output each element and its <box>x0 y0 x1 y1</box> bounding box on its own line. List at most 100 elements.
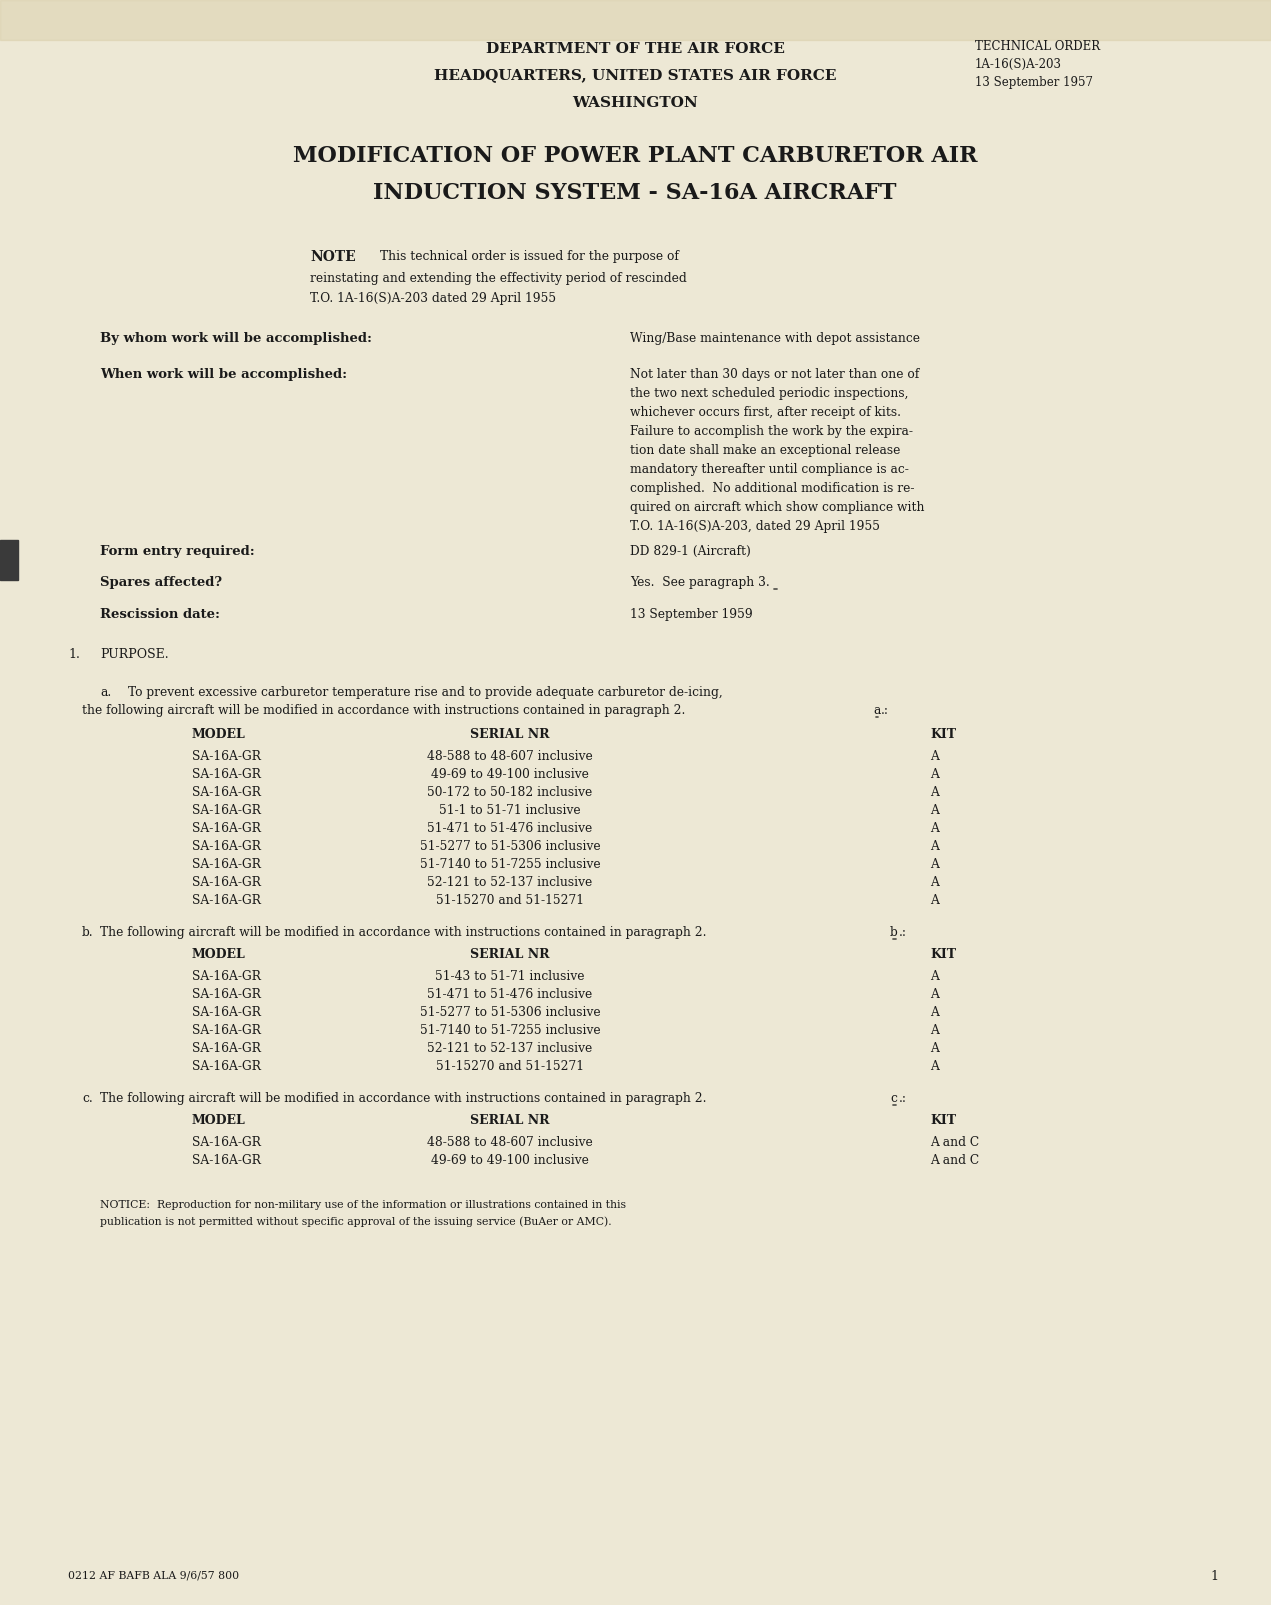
Text: SA-16A-GR: SA-16A-GR <box>192 1136 261 1149</box>
Text: HEADQUARTERS, UNITED STATES AIR FORCE: HEADQUARTERS, UNITED STATES AIR FORCE <box>433 67 836 82</box>
Text: 51-15270 and 51-15271: 51-15270 and 51-15271 <box>436 894 583 907</box>
Text: Form entry required:: Form entry required: <box>100 546 254 559</box>
Text: TECHNICAL ORDER: TECHNICAL ORDER <box>975 40 1101 53</box>
Text: This technical order is issued for the purpose of: This technical order is issued for the p… <box>380 250 679 263</box>
Text: 48-588 to 48-607 inclusive: 48-588 to 48-607 inclusive <box>427 1136 592 1149</box>
Text: T.O. 1A-16(S)A-203 dated 29 April 1955: T.O. 1A-16(S)A-203 dated 29 April 1955 <box>310 292 557 305</box>
Text: SA-16A-GR: SA-16A-GR <box>192 1006 261 1019</box>
Text: SA-16A-GR: SA-16A-GR <box>192 969 261 982</box>
Text: INDUCTION SYSTEM - SA-16A AIRCRAFT: INDUCTION SYSTEM - SA-16A AIRCRAFT <box>374 181 897 204</box>
Text: When work will be accomplished:: When work will be accomplished: <box>100 368 347 380</box>
Text: MODIFICATION OF POWER PLANT CARBURETOR AIR: MODIFICATION OF POWER PLANT CARBURETOR A… <box>292 144 977 167</box>
Text: 51-43 to 51-71 inclusive: 51-43 to 51-71 inclusive <box>435 969 585 982</box>
Text: c: c <box>890 1091 897 1104</box>
Text: SA-16A-GR: SA-16A-GR <box>192 786 261 799</box>
Text: 51-5277 to 51-5306 inclusive: 51-5277 to 51-5306 inclusive <box>419 1006 600 1019</box>
Text: WASHINGTON: WASHINGTON <box>572 96 698 111</box>
Text: SA-16A-GR: SA-16A-GR <box>192 894 261 907</box>
Text: 51-471 to 51-476 inclusive: 51-471 to 51-476 inclusive <box>427 822 592 835</box>
Bar <box>0 539 18 579</box>
Text: PURPOSE.: PURPOSE. <box>100 648 169 661</box>
Text: mandatory thereafter until compliance is ac-: mandatory thereafter until compliance is… <box>630 462 909 477</box>
Text: .:: .: <box>899 1091 907 1104</box>
Text: 51-7140 to 51-7255 inclusive: 51-7140 to 51-7255 inclusive <box>419 1024 600 1037</box>
Text: SERIAL NR: SERIAL NR <box>470 949 550 961</box>
Text: A: A <box>930 804 939 817</box>
Text: 1A-16(S)A-203: 1A-16(S)A-203 <box>975 58 1063 71</box>
Text: KIT: KIT <box>930 1114 956 1127</box>
Text: 1.: 1. <box>69 648 80 661</box>
Text: whichever occurs first, after receipt of kits.: whichever occurs first, after receipt of… <box>630 406 901 419</box>
Text: SA-16A-GR: SA-16A-GR <box>192 876 261 889</box>
Text: 51-15270 and 51-15271: 51-15270 and 51-15271 <box>436 1059 583 1074</box>
Text: DEPARTMENT OF THE AIR FORCE: DEPARTMENT OF THE AIR FORCE <box>486 42 784 56</box>
Text: A: A <box>930 1024 939 1037</box>
Text: KIT: KIT <box>930 729 956 742</box>
Text: publication is not permitted without specific approval of the issuing service (B: publication is not permitted without spe… <box>100 1217 611 1226</box>
Text: 50-172 to 50-182 inclusive: 50-172 to 50-182 inclusive <box>427 786 592 799</box>
Text: tion date shall make an exceptional release: tion date shall make an exceptional rele… <box>630 445 900 457</box>
Text: A: A <box>930 989 939 1002</box>
Text: the following aircraft will be modified in accordance with instructions containe: the following aircraft will be modified … <box>83 705 685 717</box>
Text: Spares affected?: Spares affected? <box>100 576 222 589</box>
Text: 48-588 to 48-607 inclusive: 48-588 to 48-607 inclusive <box>427 750 592 762</box>
Text: 52-121 to 52-137 inclusive: 52-121 to 52-137 inclusive <box>427 1042 592 1054</box>
Text: 51-471 to 51-476 inclusive: 51-471 to 51-476 inclusive <box>427 989 592 1002</box>
Text: NOTE: NOTE <box>310 250 356 263</box>
Text: A: A <box>930 894 939 907</box>
Text: 49-69 to 49-100 inclusive: 49-69 to 49-100 inclusive <box>431 769 588 782</box>
Text: A and C: A and C <box>930 1154 979 1167</box>
Text: b.: b. <box>83 926 94 939</box>
Text: SA-16A-GR: SA-16A-GR <box>192 822 261 835</box>
Text: MODEL: MODEL <box>192 729 245 742</box>
Text: SA-16A-GR: SA-16A-GR <box>192 1024 261 1037</box>
Text: 0212 AF BAFB ALA 9/6/57 800: 0212 AF BAFB ALA 9/6/57 800 <box>69 1570 239 1579</box>
Text: a.: a. <box>100 685 112 700</box>
Text: SA-16A-GR: SA-16A-GR <box>192 769 261 782</box>
Text: SA-16A-GR: SA-16A-GR <box>192 750 261 762</box>
Text: Failure to accomplish the work by the expira-: Failure to accomplish the work by the ex… <box>630 425 913 438</box>
Text: 13 September 1959: 13 September 1959 <box>630 608 752 621</box>
Text: 1: 1 <box>1210 1570 1218 1583</box>
Text: SA-16A-GR: SA-16A-GR <box>192 859 261 872</box>
Text: A: A <box>930 1006 939 1019</box>
Text: DD 829-1 (Aircraft): DD 829-1 (Aircraft) <box>630 546 751 559</box>
Text: A: A <box>930 969 939 982</box>
Text: 52-121 to 52-137 inclusive: 52-121 to 52-137 inclusive <box>427 876 592 889</box>
Text: NOTICE:  Reproduction for non-military use of the information or illustrations c: NOTICE: Reproduction for non-military us… <box>100 1201 627 1210</box>
Text: Not later than 30 days or not later than one of: Not later than 30 days or not later than… <box>630 368 919 380</box>
Text: MODEL: MODEL <box>192 949 245 961</box>
Text: SERIAL NR: SERIAL NR <box>470 729 550 742</box>
Text: .:: .: <box>899 926 907 939</box>
Text: The following aircraft will be modified in accordance with instructions containe: The following aircraft will be modified … <box>100 926 707 939</box>
Text: complished.  No additional modification is re-: complished. No additional modification i… <box>630 482 915 494</box>
Bar <box>0 0 1271 40</box>
Text: b: b <box>890 926 897 939</box>
Text: SA-16A-GR: SA-16A-GR <box>192 1042 261 1054</box>
Text: A: A <box>930 1059 939 1074</box>
Text: SA-16A-GR: SA-16A-GR <box>192 1154 261 1167</box>
Text: A: A <box>930 769 939 782</box>
Text: the two next scheduled periodic inspections,: the two next scheduled periodic inspecti… <box>630 387 909 400</box>
Text: KIT: KIT <box>930 949 956 961</box>
Text: The following aircraft will be modified in accordance with instructions containe: The following aircraft will be modified … <box>100 1091 707 1104</box>
Text: A: A <box>930 1042 939 1054</box>
Text: a: a <box>873 705 881 717</box>
Text: A: A <box>930 876 939 889</box>
Text: 13 September 1957: 13 September 1957 <box>975 75 1093 88</box>
Text: 51-5277 to 51-5306 inclusive: 51-5277 to 51-5306 inclusive <box>419 839 600 852</box>
Text: A: A <box>930 786 939 799</box>
Text: reinstating and extending the effectivity period of rescinded: reinstating and extending the effectivit… <box>310 271 686 286</box>
Text: A: A <box>930 839 939 852</box>
Text: 51-1 to 51-71 inclusive: 51-1 to 51-71 inclusive <box>440 804 581 817</box>
Text: Rescission date:: Rescission date: <box>100 608 220 621</box>
Text: SA-16A-GR: SA-16A-GR <box>192 804 261 817</box>
Text: 49-69 to 49-100 inclusive: 49-69 to 49-100 inclusive <box>431 1154 588 1167</box>
Text: Yes.  See paragraph 3.: Yes. See paragraph 3. <box>630 576 770 589</box>
Text: SA-16A-GR: SA-16A-GR <box>192 839 261 852</box>
Text: By whom work will be accomplished:: By whom work will be accomplished: <box>100 332 372 345</box>
Text: To prevent excessive carburetor temperature rise and to provide adequate carbure: To prevent excessive carburetor temperat… <box>128 685 723 700</box>
Text: A: A <box>930 822 939 835</box>
Text: c.: c. <box>83 1091 93 1104</box>
Text: 51-7140 to 51-7255 inclusive: 51-7140 to 51-7255 inclusive <box>419 859 600 872</box>
